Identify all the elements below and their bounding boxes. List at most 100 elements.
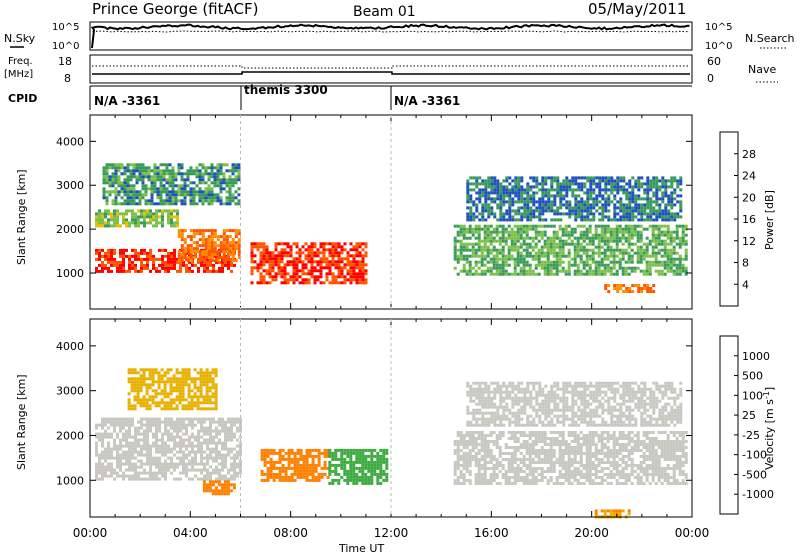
cell xyxy=(505,200,509,204)
cell xyxy=(628,197,632,201)
cell xyxy=(567,236,571,240)
cell xyxy=(502,185,506,189)
cell xyxy=(663,245,667,249)
cell xyxy=(98,224,101,228)
cell xyxy=(621,236,625,240)
cell xyxy=(654,257,658,261)
cell xyxy=(628,179,632,183)
cell xyxy=(468,224,472,228)
cell xyxy=(334,266,338,270)
cell xyxy=(310,275,314,279)
cell xyxy=(579,224,583,228)
cell xyxy=(370,454,374,458)
cell xyxy=(225,241,229,245)
cell xyxy=(523,206,527,210)
cell xyxy=(676,212,680,216)
cell xyxy=(553,212,557,216)
cell xyxy=(658,185,662,189)
cell xyxy=(579,254,583,258)
cell xyxy=(625,212,629,216)
cell xyxy=(265,245,269,249)
cell xyxy=(621,242,625,246)
cell xyxy=(529,209,533,213)
cell xyxy=(576,263,580,267)
cell xyxy=(180,253,184,257)
cell xyxy=(501,236,505,240)
cell xyxy=(152,471,155,475)
cell xyxy=(652,206,656,210)
cell xyxy=(514,200,518,204)
cell xyxy=(168,199,172,203)
cell xyxy=(495,227,499,231)
cell xyxy=(237,247,241,251)
cell xyxy=(119,456,122,460)
cell xyxy=(174,199,178,203)
cell xyxy=(208,489,212,493)
cell xyxy=(505,194,509,198)
cell xyxy=(215,432,218,436)
cell xyxy=(358,478,362,482)
cell xyxy=(164,462,167,466)
cell xyxy=(547,203,551,207)
cell xyxy=(208,401,212,405)
cell xyxy=(498,470,502,473)
cell xyxy=(456,257,460,261)
cell xyxy=(98,254,101,258)
cell xyxy=(498,455,502,458)
cell xyxy=(196,395,200,399)
cell xyxy=(645,251,649,255)
cell xyxy=(376,460,380,464)
cell xyxy=(111,181,115,185)
cell xyxy=(559,185,563,189)
cell xyxy=(224,423,227,427)
cell xyxy=(604,206,608,210)
cell xyxy=(144,172,148,176)
cell xyxy=(177,259,181,263)
nsearch-label: N.Search xyxy=(745,32,795,45)
cell xyxy=(468,458,472,461)
cell xyxy=(508,200,512,204)
cell xyxy=(167,420,170,424)
cell xyxy=(468,431,472,434)
cell xyxy=(654,269,658,273)
cell xyxy=(634,185,638,189)
cell xyxy=(495,254,499,258)
cell xyxy=(108,178,112,182)
cell xyxy=(209,435,212,439)
cell xyxy=(577,182,581,186)
cell xyxy=(652,200,656,204)
cell xyxy=(673,179,677,183)
cell xyxy=(105,169,109,173)
cell xyxy=(622,284,626,287)
cell xyxy=(222,244,226,248)
cell xyxy=(684,266,688,270)
cell xyxy=(606,248,610,252)
cell xyxy=(149,417,152,421)
cell xyxy=(211,383,215,387)
cell xyxy=(477,458,481,461)
cell xyxy=(577,203,581,207)
cell xyxy=(639,224,643,228)
cell xyxy=(489,458,493,461)
cell xyxy=(549,269,553,273)
cell xyxy=(284,469,288,473)
cell xyxy=(149,468,152,472)
cell xyxy=(510,239,514,243)
cell xyxy=(113,438,116,442)
cell xyxy=(355,481,359,485)
cell xyxy=(158,417,161,421)
cell xyxy=(564,269,568,273)
cell xyxy=(367,475,371,479)
cell xyxy=(215,447,218,451)
cell xyxy=(138,196,142,200)
cell xyxy=(582,233,586,237)
cell xyxy=(522,257,526,261)
cell xyxy=(667,200,671,204)
cell xyxy=(216,178,220,182)
cell xyxy=(152,435,155,439)
cell xyxy=(531,224,535,228)
cell xyxy=(652,290,656,293)
cell xyxy=(287,451,291,455)
cell xyxy=(349,269,353,273)
cell xyxy=(290,472,294,476)
